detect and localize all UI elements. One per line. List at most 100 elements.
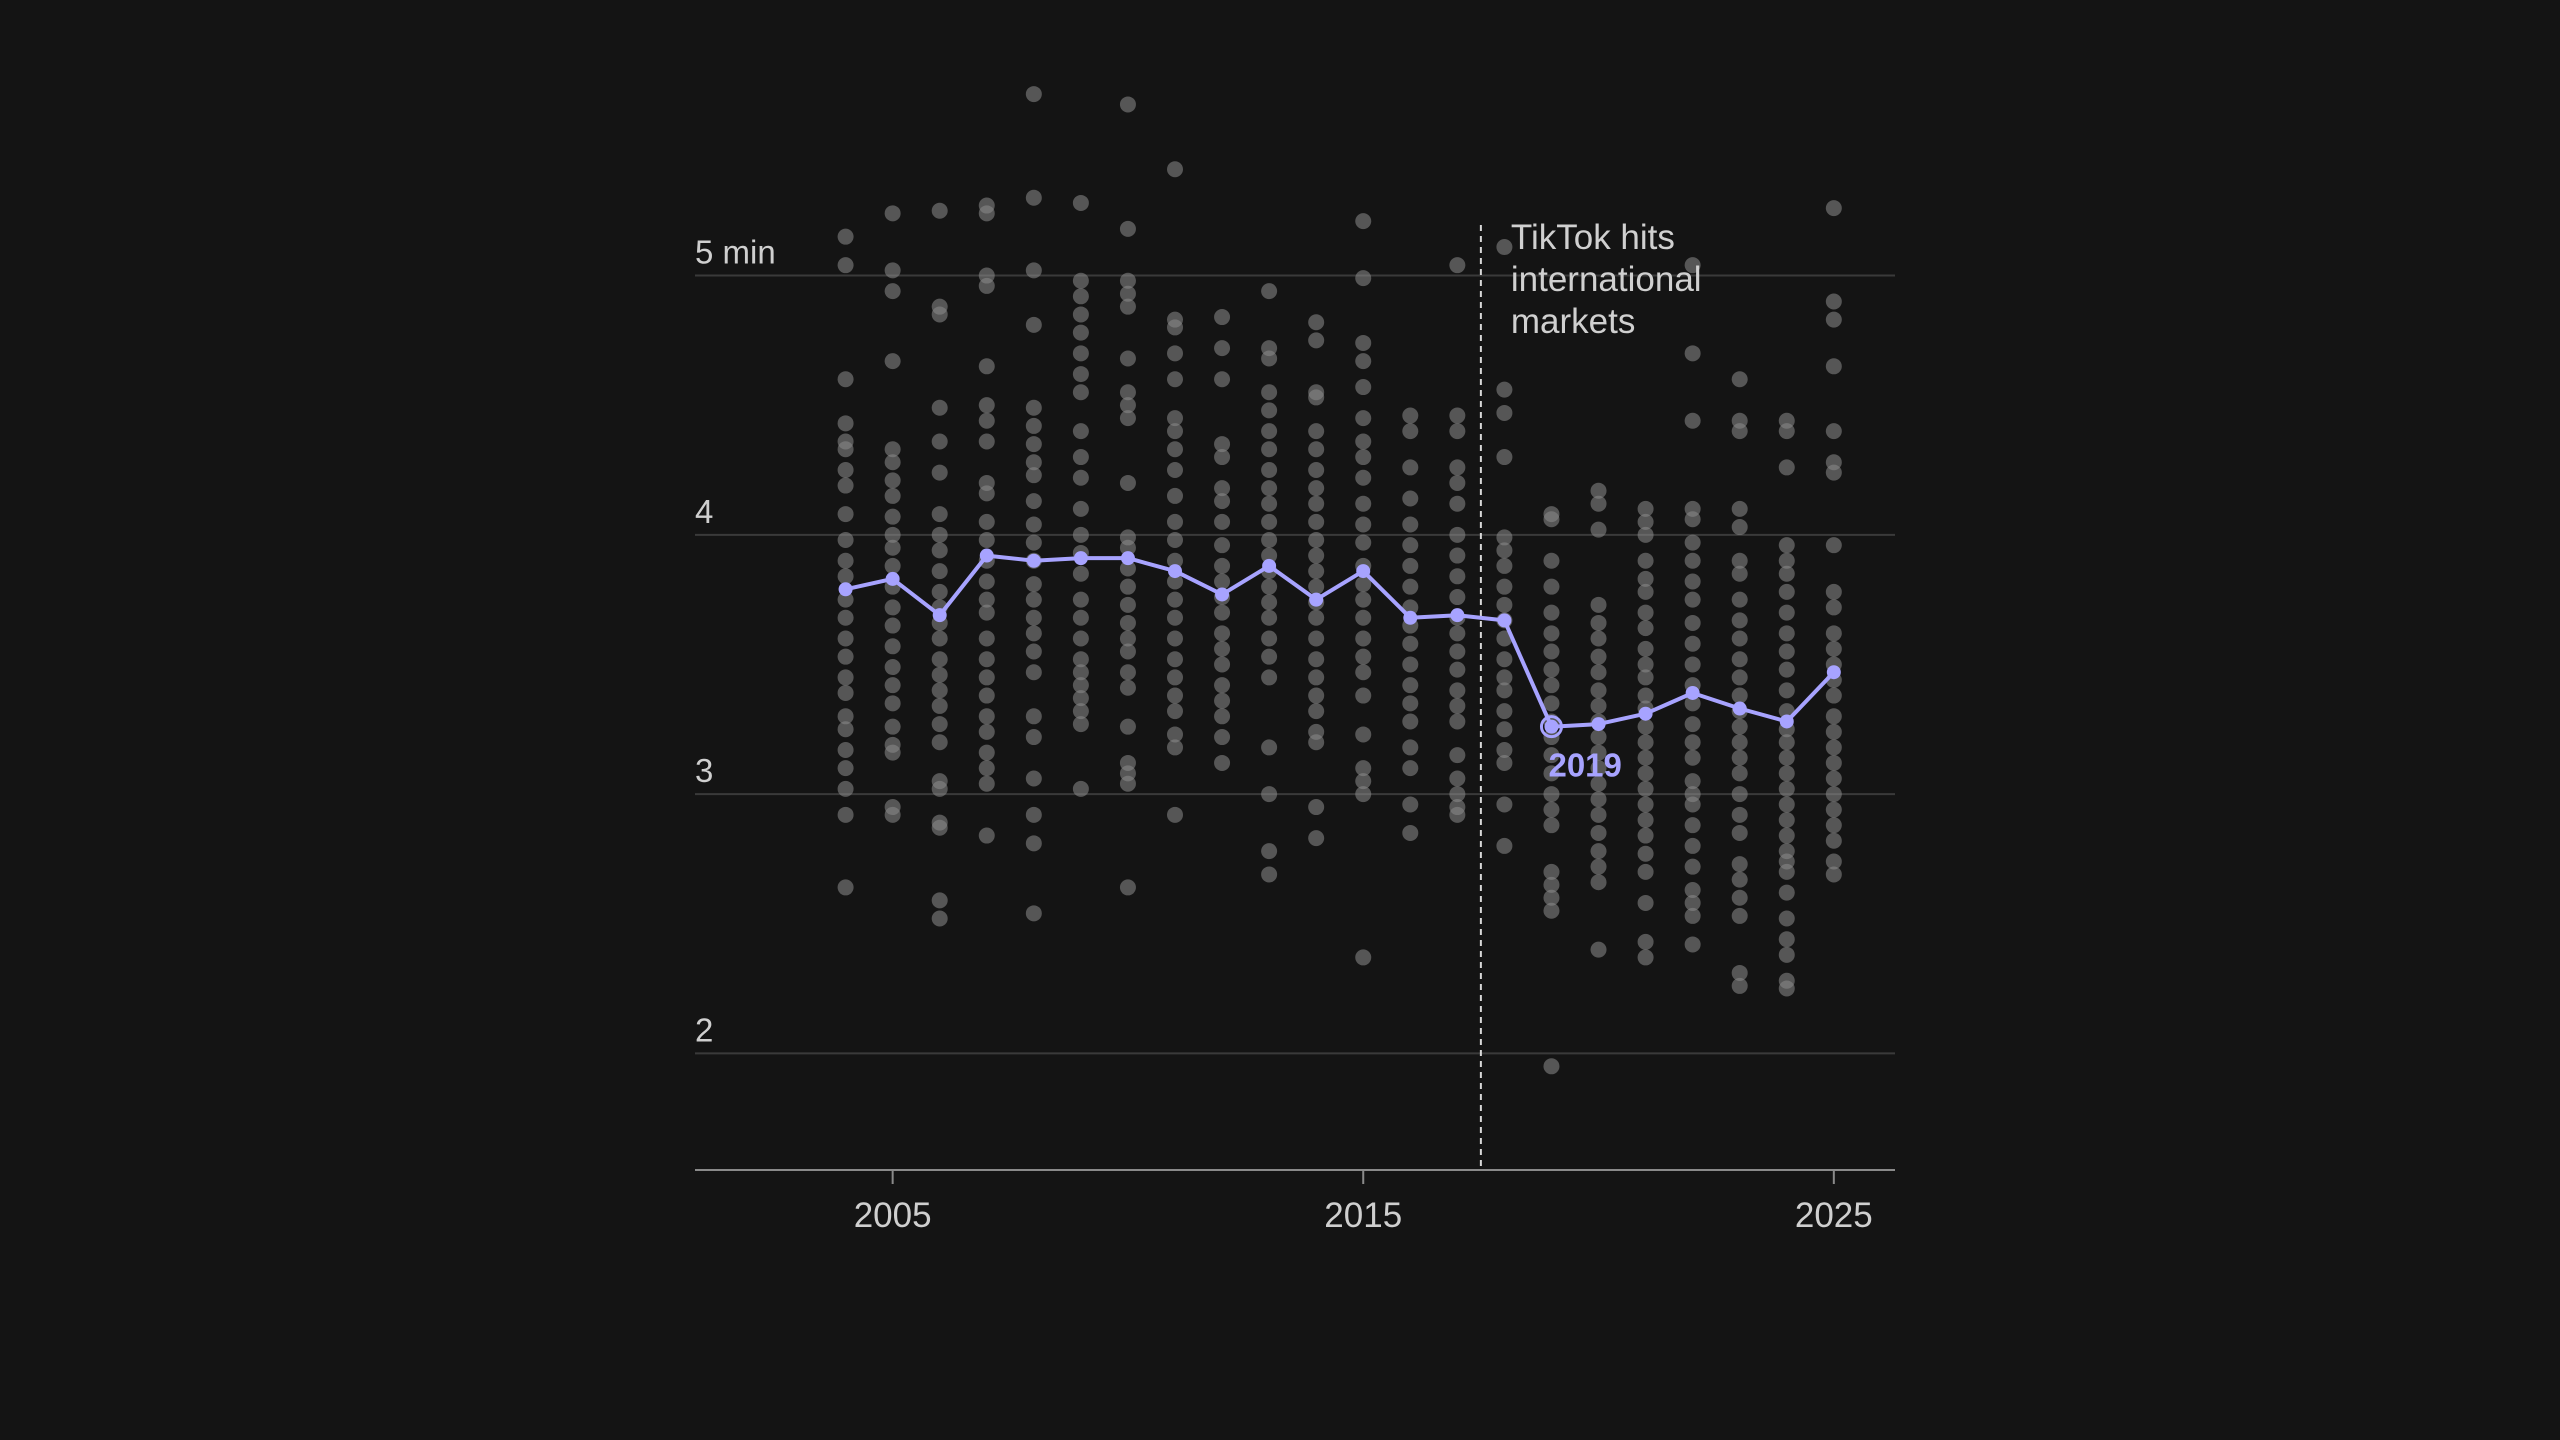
song-dot-2017-18 [1449, 770, 1466, 787]
song-dot-2012-9 [1214, 557, 1231, 574]
song-dot-2025-8 [1825, 583, 1842, 600]
average-point-2024 [1779, 714, 1794, 729]
song-dot-2009-5 [1072, 345, 1089, 362]
song-dot-2011-23 [1167, 806, 1183, 823]
annotation: TikTok hits international markets [1479, 218, 1702, 1170]
song-dot-2004-7 [837, 477, 854, 494]
song-dot-2010-3 [1119, 285, 1136, 302]
song-dot-2005-3 [884, 353, 901, 370]
song-dot-2005-5 [884, 454, 901, 471]
song-dot-2020-0 [1590, 482, 1607, 499]
song-dot-2022-11 [1684, 656, 1701, 673]
song-dot-2017-1 [1449, 407, 1466, 424]
song-dot-2006-6 [931, 506, 948, 523]
song-dot-2018-15 [1496, 721, 1513, 738]
song-dot-2025-6 [1825, 464, 1842, 481]
average-point-2009 [1073, 551, 1088, 566]
song-dot-2007-13 [978, 573, 995, 590]
song-dot-2013-7 [1261, 462, 1278, 478]
song-dot-2013-5 [1261, 423, 1278, 440]
annotation-line-1: international [1511, 260, 1702, 299]
song-dot-2006-8 [931, 542, 948, 559]
song-dot-2013-16 [1261, 609, 1278, 626]
song-dot-2007-7 [978, 433, 995, 450]
average-point-2020 [1591, 717, 1606, 732]
song-dot-2011-11 [1167, 532, 1183, 548]
average-point-2011 [1168, 564, 1182, 579]
song-dot-2017-13 [1449, 661, 1466, 678]
song-dot-2015-5 [1355, 410, 1372, 427]
song-dot-2019-3 [1543, 578, 1560, 595]
average-point-2008 [1026, 553, 1041, 568]
song-dot-2020-20 [1590, 874, 1607, 891]
song-dot-2008-11 [1025, 534, 1042, 551]
song-dot-2021-14 [1637, 734, 1654, 751]
song-dot-2020-19 [1590, 858, 1607, 875]
song-dot-2012-3 [1214, 436, 1231, 453]
song-dot-2006-13 [931, 630, 948, 647]
song-dot-2014-5 [1308, 441, 1325, 458]
song-dot-2008-15 [1025, 609, 1042, 626]
song-dot-2022-4 [1684, 511, 1701, 528]
song-dot-2018-11 [1496, 651, 1513, 668]
song-dot-2022-2 [1684, 412, 1701, 429]
song-dot-2009-2 [1072, 288, 1089, 305]
song-dot-2018-6 [1496, 557, 1513, 574]
song-dot-2015-13 [1355, 576, 1372, 593]
song-dot-2013-9 [1261, 495, 1278, 512]
song-dot-2019-14 [1543, 786, 1560, 803]
song-dot-2012-4 [1214, 449, 1231, 466]
song-dot-2015-18 [1355, 664, 1372, 681]
song-dot-2020-5 [1590, 630, 1607, 647]
song-dot-2019-4 [1543, 604, 1560, 621]
song-dot-2023-24 [1731, 907, 1748, 924]
song-dot-2021-25 [1637, 949, 1654, 966]
x-tick-label-2025: 2025 [1795, 1196, 1873, 1235]
song-dot-2008-21 [1025, 770, 1042, 787]
average-point-2006 [932, 608, 947, 623]
song-dot-2017-12 [1449, 643, 1466, 660]
song-dot-2023-7 [1731, 591, 1748, 608]
song-dot-2005-9 [884, 526, 901, 543]
song-dot-2015-19 [1355, 687, 1372, 704]
song-dot-2021-9 [1637, 656, 1654, 673]
song-dot-2018-19 [1496, 837, 1513, 854]
song-dot-2020-12 [1590, 744, 1607, 761]
song-dot-2009-8 [1072, 423, 1089, 440]
song-dot-2004-24 [837, 879, 854, 896]
song-dot-2014-19 [1308, 687, 1325, 704]
song-dot-2020-8 [1590, 682, 1607, 699]
song-dot-2007-9 [978, 485, 995, 502]
song-dot-2022-1 [1684, 345, 1701, 362]
x-axis: 2005 2015 2025 [695, 1169, 1895, 1235]
song-dot-2025-4 [1825, 423, 1842, 440]
song-dot-2022-22 [1684, 858, 1701, 875]
song-dot-2017-9 [1449, 589, 1466, 606]
song-dot-2004-3 [837, 415, 854, 432]
song-dot-2024-6 [1778, 583, 1795, 600]
song-dot-2023-14 [1731, 718, 1748, 735]
song-dot-2021-19 [1637, 812, 1654, 828]
song-dot-2020-6 [1590, 648, 1607, 665]
song-dot-2017-16 [1449, 713, 1466, 730]
song-dot-2009-10 [1072, 469, 1089, 486]
song-dot-2023-4 [1731, 519, 1748, 536]
song-dot-2013-10 [1261, 513, 1278, 530]
average-point-2018 [1497, 613, 1512, 628]
song-dot-2023-9 [1731, 630, 1748, 647]
song-dot-2007-14 [978, 591, 995, 608]
song-dot-2018-13 [1496, 682, 1513, 699]
highlight-label: 2019 [1548, 747, 1621, 784]
song-dot-2024-25 [1778, 910, 1795, 927]
song-dot-2015-10 [1355, 516, 1372, 533]
song-dot-2025-9 [1825, 599, 1842, 616]
average-point-2023 [1732, 701, 1747, 716]
song-dot-2020-18 [1590, 843, 1607, 860]
song-dot-2006-17 [931, 697, 948, 714]
y-tick-label-4: 4 [695, 493, 713, 530]
song-dot-2006-0 [931, 202, 948, 219]
song-dot-2021-11 [1637, 687, 1654, 704]
song-dot-2010-19 [1119, 679, 1136, 696]
song-dot-2025-1 [1825, 293, 1842, 310]
